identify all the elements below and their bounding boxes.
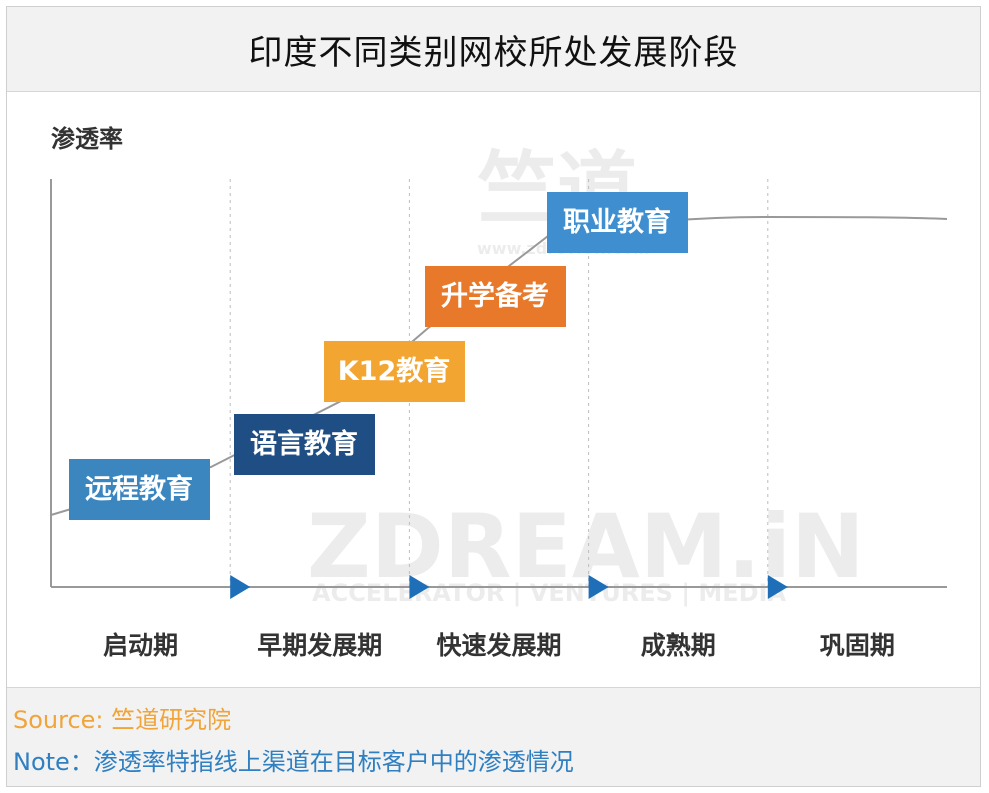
y-axis-label: 渗透率: [51, 125, 123, 153]
chart-footer: Source: 竺道研究院 Note：渗透率特指线上渠道在目标客户中的渗透情况: [7, 687, 980, 786]
stage-label-2: 早期发展期: [257, 631, 382, 660]
category-box-4: 升学备考: [425, 266, 566, 327]
watermark-tagline: ACCELERATOR | VENTURES | MEDIA: [312, 579, 786, 607]
category-box-bg: [234, 414, 375, 475]
stage-arrows: [230, 575, 788, 599]
stage-arrow: [409, 575, 430, 599]
category-box-bg: [547, 192, 688, 253]
stage-arrow: [588, 575, 609, 599]
stage-arrow: [230, 575, 251, 599]
chart-frame: 印度不同类别网校所处发展阶段 竺道 www.zdreview.com ZDREA…: [6, 6, 981, 787]
chart-canvas: 竺道 www.zdreview.com ZDREAM.iN ACCELERATO…: [50, 125, 948, 660]
chart-title: 印度不同类别网校所处发展阶段: [7, 7, 980, 92]
category-box-label: 远程教育: [85, 473, 193, 505]
category-box-3: K12教育: [324, 341, 465, 402]
category-box-bg: [425, 266, 566, 327]
stage-label-3: 快速发展期: [436, 631, 561, 660]
category-box-label: 升学备考: [441, 280, 549, 312]
category-box-label: 职业教育: [563, 206, 671, 238]
category-box-bg: [69, 459, 210, 520]
category-box-label: 语言教育: [250, 428, 358, 460]
stage-labels: 启动期 早期发展期 快速发展期 成熟期 巩固期: [103, 631, 895, 660]
stage-arrow: [767, 575, 788, 599]
category-box-label: K12教育: [338, 355, 451, 387]
stage-label-1: 启动期: [103, 631, 178, 660]
category-box-bg: [324, 341, 465, 402]
stage-label-4: 成熟期: [641, 631, 716, 660]
category-box-5: 职业教育: [547, 192, 688, 253]
stage-label-5: 巩固期: [820, 631, 895, 660]
category-box-1: 远程教育: [69, 459, 210, 520]
source-note: Source: 竺道研究院: [13, 706, 232, 734]
category-box-2: 语言教育: [234, 414, 375, 475]
footnote: Note：渗透率特指线上渠道在目标客户中的渗透情况: [13, 748, 574, 776]
